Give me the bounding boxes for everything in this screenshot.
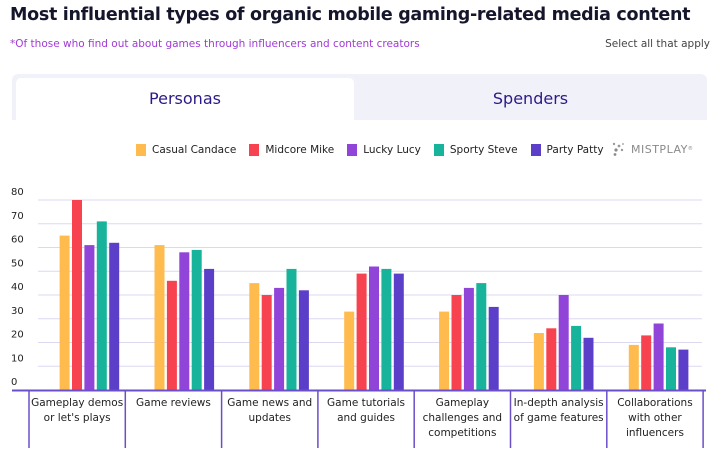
legend-swatch xyxy=(347,144,358,156)
legend-label: Party Patty xyxy=(546,144,604,156)
tab-spenders[interactable]: Spenders xyxy=(492,89,569,108)
legend-label: Midcore Mike xyxy=(265,144,335,156)
bar-lucky-lucy[interactable] xyxy=(463,287,474,390)
y-tick-label: 20 xyxy=(11,330,24,341)
bar-casual-candace[interactable] xyxy=(154,245,165,390)
bar-lucky-lucy[interactable] xyxy=(274,287,285,390)
bar-party-patty[interactable] xyxy=(488,306,499,390)
select-note: Select all that apply xyxy=(605,38,710,50)
legend-swatch xyxy=(530,144,541,156)
x-tick-label: Game reviews xyxy=(136,397,211,409)
bar-party-patty[interactable] xyxy=(678,349,689,390)
bar-midcore-mike[interactable] xyxy=(451,295,462,390)
bar-party-patty[interactable] xyxy=(204,268,215,390)
legend-label: Casual Candace xyxy=(152,144,237,156)
legend-item-party-patty[interactable]: Party Patty xyxy=(530,144,604,156)
bar-casual-candace[interactable] xyxy=(628,344,639,390)
bar-midcore-mike[interactable] xyxy=(166,280,177,391)
bar-party-patty[interactable] xyxy=(583,337,594,391)
legend-label: Sporty Steve xyxy=(449,144,518,156)
legend: Casual Candace Midcore Mike Lucky Lucy S… xyxy=(136,144,617,156)
bar-midcore-mike[interactable] xyxy=(546,328,557,391)
chart-title: Most influential types of organic mobile… xyxy=(10,5,691,25)
legend-item-midcore-mike[interactable]: Midcore Mike xyxy=(249,144,334,156)
x-tick-label: Collaborations with other influencers xyxy=(617,397,693,439)
bar-casual-candace[interactable] xyxy=(344,311,355,390)
bar-lucky-lucy[interactable] xyxy=(653,323,664,391)
legend-label: Lucky Lucy xyxy=(363,144,421,156)
bar-midcore-mike[interactable] xyxy=(356,273,367,390)
bar-casual-candace[interactable] xyxy=(59,235,70,390)
bar-lucky-lucy[interactable] xyxy=(84,245,95,390)
legend-swatch xyxy=(249,144,260,156)
bar-party-patty[interactable] xyxy=(298,290,309,391)
x-tick-label: Game tutorials and guides xyxy=(327,397,406,424)
logo-text: MISTPLAY xyxy=(631,142,688,156)
bar-casual-candace[interactable] xyxy=(439,311,450,390)
bar-sporty-steve[interactable] xyxy=(381,268,392,390)
bar-midcore-mike[interactable] xyxy=(641,335,652,390)
bar-lucky-lucy[interactable] xyxy=(558,295,569,390)
bar-sporty-steve[interactable] xyxy=(666,347,676,391)
legend-item-casual-candace[interactable]: Casual Candace xyxy=(136,144,236,156)
logo-mark: ® xyxy=(687,146,694,152)
bar-casual-candace[interactable] xyxy=(249,283,260,390)
bar-midcore-mike[interactable] xyxy=(72,200,82,390)
mistplay-logo-icon xyxy=(612,142,624,156)
bar-lucky-lucy[interactable] xyxy=(179,252,190,391)
x-tick-label: Gameplay challenges and competitions xyxy=(422,397,503,439)
chart-subtitle: *Of those who find out about games throu… xyxy=(10,38,420,50)
bar-party-patty[interactable] xyxy=(393,273,404,390)
y-tick-label: 70 xyxy=(11,211,24,222)
y-tick-label: 0 xyxy=(11,377,17,388)
y-tick-label: 80 xyxy=(11,187,24,198)
legend-item-lucky-lucy[interactable]: Lucky Lucy xyxy=(347,144,421,156)
bar-sporty-steve[interactable] xyxy=(191,249,202,390)
legend-swatch xyxy=(136,144,146,156)
bar-midcore-mike[interactable] xyxy=(261,295,272,390)
y-tick-label: 60 xyxy=(11,235,24,246)
y-tick-label: 10 xyxy=(11,353,24,364)
x-tick-label: Game news and updates xyxy=(227,397,313,424)
y-tick-label: 50 xyxy=(11,258,24,269)
y-tick-label: 40 xyxy=(11,282,24,293)
bar-sporty-steve[interactable] xyxy=(571,325,582,390)
legend-swatch xyxy=(433,144,444,156)
mistplay-logo: MISTPLAY ® xyxy=(612,142,693,156)
bar-party-patty[interactable] xyxy=(109,242,120,391)
tab-personas[interactable]: Personas xyxy=(16,78,354,120)
bar-casual-candace[interactable] xyxy=(533,333,544,390)
y-tick-label: 30 xyxy=(11,306,24,317)
bar-sporty-steve[interactable] xyxy=(96,221,107,390)
bar-lucky-lucy[interactable] xyxy=(369,266,379,391)
legend-item-sporty-steve[interactable]: Sporty Steve xyxy=(433,144,518,156)
tab-bar: Personas Spenders xyxy=(12,74,707,120)
x-tick-label: In-depth analysis of game features xyxy=(513,397,604,424)
bar-sporty-steve[interactable] xyxy=(476,283,487,390)
x-tick-label: Gameplay demos or let's plays xyxy=(31,397,124,424)
bar-sporty-steve[interactable] xyxy=(286,268,297,390)
